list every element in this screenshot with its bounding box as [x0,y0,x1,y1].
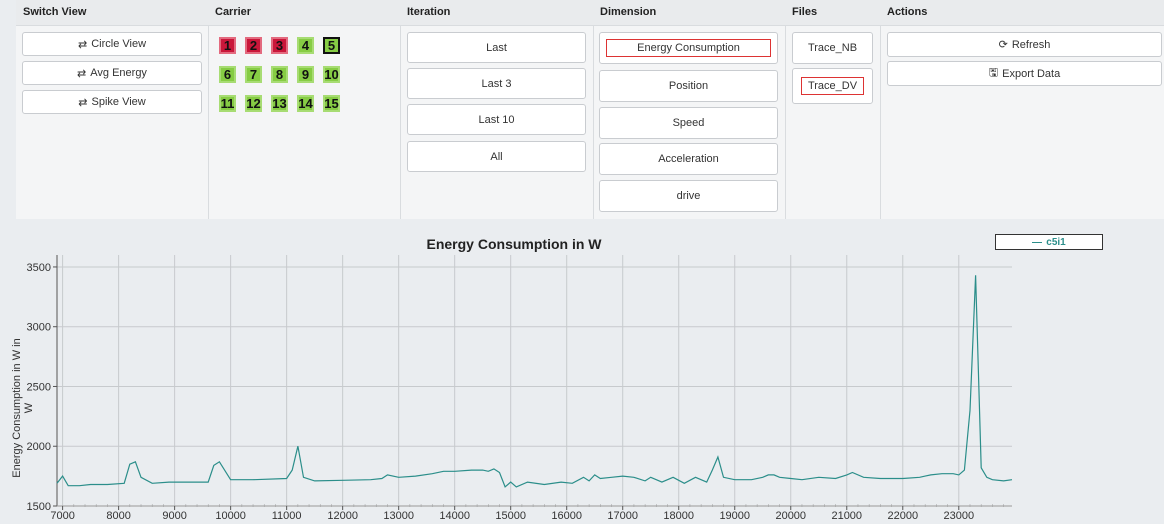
spike-view-label: Spike View [91,96,146,108]
x-tick-label: 19000 [719,510,750,522]
x-tick-label: 21000 [831,510,862,522]
control-panel: Switch View ⇄ Circle View ⇄ Avg Energy ⇄… [16,0,1164,219]
x-tick-label: 17000 [607,510,638,522]
carrier-12[interactable]: 12 [245,95,262,112]
carrier-14[interactable]: 14 [297,95,314,112]
x-tick-label: 11000 [272,510,302,522]
x-tick-label: 16000 [551,510,582,522]
dimension-header: Dimension [593,0,785,26]
x-tick-label: 13000 [383,510,414,522]
position-button[interactable]: Position [599,70,778,102]
files-header: Files [785,0,880,26]
all-button[interactable]: All [407,141,586,172]
export-data-label: Export Data [1002,67,1061,80]
last-3-label: Last 3 [481,77,512,90]
carrier-8[interactable]: 8 [271,66,288,83]
x-tick-label: 10000 [215,510,246,522]
y-tick-label: 1500 [27,501,51,513]
x-tick-label: 8000 [106,510,130,522]
export-data-button[interactable]: 🖫 Export Data [887,61,1162,86]
x-tick-label: 18000 [663,510,694,522]
carrier-9[interactable]: 9 [297,66,314,83]
carrier-6[interactable]: 6 [219,66,236,83]
switch-view-header: Switch View [16,0,208,26]
last-3-button[interactable]: Last 3 [407,68,586,99]
carrier-header: Carrier [208,0,400,26]
dimension-column: Dimension Energy Consumption Position Sp… [593,0,786,219]
carrier-4[interactable]: 4 [297,37,314,54]
x-tick-label: 15000 [495,510,526,522]
all-label: All [490,150,503,163]
circle-view-button[interactable]: ⇄ Circle View [22,32,202,56]
x-tick-label: 12000 [327,510,358,522]
chart-title: Energy Consumption in W [426,236,602,252]
actions-header: Actions [880,0,1164,26]
trace-nb-label: Trace_NB [807,42,858,54]
trace-dv-button[interactable]: Trace_DV [792,68,873,104]
trace-dv-label: Trace_DV [800,77,865,95]
last-10-button[interactable]: Last 10 [407,104,586,135]
y-axis-label: Energy Consumption in W in W [11,338,35,478]
iteration-header: Iteration [400,0,593,26]
swap-arrows-icon: ⇄ [78,96,88,109]
export-file-icon: 🖫 [988,67,999,79]
series-line-c5i1 [56,275,1013,488]
carrier-11[interactable]: 11 [219,95,236,112]
x-tick-label: 22000 [887,510,918,522]
y-tick-label: 3000 [27,322,51,334]
carrier-3[interactable]: 3 [271,37,288,54]
actions-column: Actions ⟳ Refresh 🖫 Export Data [880,0,1164,219]
last-10-label: Last 10 [478,113,515,126]
drive-label: drive [676,190,701,202]
drive-button[interactable]: drive [599,180,778,212]
chart-legend[interactable]: c5i1 [995,234,1103,250]
x-tick-label: 7000 [50,510,74,522]
files-column: Files Trace_NB Trace_DV [785,0,881,219]
last-label: Last [486,41,507,54]
switch-view-column: Switch View ⇄ Circle View ⇄ Avg Energy ⇄… [16,0,209,219]
legend-series-name: c5i1 [1046,236,1066,248]
spike-view-button[interactable]: ⇄ Spike View [22,90,202,114]
legend-swatch [1032,241,1043,243]
carrier-2[interactable]: 2 [245,37,262,54]
acceleration-button[interactable]: Acceleration [599,143,778,175]
energy-consumption-button[interactable]: Energy Consumption [599,32,778,64]
refresh-label: Refresh [1011,38,1051,51]
carrier-10[interactable]: 10 [323,66,340,83]
last-button[interactable]: Last [407,32,586,63]
position-label: Position [668,80,709,92]
x-tick-label: 14000 [439,510,470,522]
carrier-1[interactable]: 1 [219,37,236,54]
x-tick-label: 9000 [162,510,186,522]
carrier-15[interactable]: 15 [323,95,340,112]
refresh-icon: ⟳ [998,39,1008,51]
iteration-column: Iteration Last Last 3 Last 10 All [400,0,594,219]
speed-label: Speed [672,117,705,129]
x-tick-label: 20000 [775,510,806,522]
carrier-7[interactable]: 7 [245,66,262,83]
swap-arrows-icon: ⇄ [77,67,87,80]
swap-arrows-icon: ⇄ [77,38,88,51]
energy-consumption-label: Energy Consumption [606,39,771,57]
series-layer [56,275,1013,488]
refresh-button[interactable]: ⟳ Refresh [887,32,1162,57]
grid-layer [57,255,1012,507]
circle-view-label: Circle View [91,38,147,50]
carrier-5[interactable]: 5 [323,37,340,54]
y-tick-label: 3500 [27,262,51,274]
speed-button[interactable]: Speed [599,107,778,139]
avg-energy-label: Avg Energy [90,67,147,79]
x-tick-label: 23000 [943,510,974,522]
carrier-13[interactable]: 13 [271,95,288,112]
avg-energy-button[interactable]: ⇄ Avg Energy [22,61,202,85]
trace-nb-button[interactable]: Trace_NB [792,32,873,64]
carrier-column: Carrier 1 2 3 4 5 6 7 8 9 10 11 12 13 14 15 [208,0,401,219]
acceleration-label: Acceleration [658,153,719,165]
